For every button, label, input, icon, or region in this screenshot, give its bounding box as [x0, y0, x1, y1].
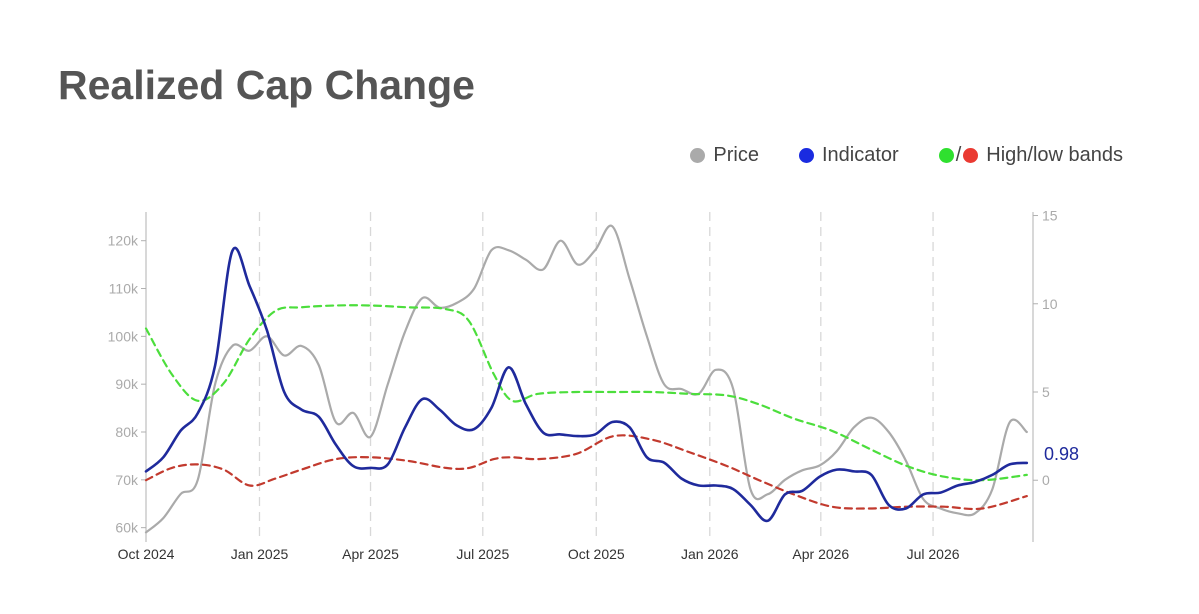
x-tick-label: Jan 2026 [681, 546, 739, 562]
high-band-dot-icon [938, 148, 954, 163]
low-band-line [144, 434, 1028, 511]
x-tick-label: Jul 2025 [456, 546, 509, 562]
y-right-tick-label: 0 [1042, 472, 1050, 488]
indicator-series-line [144, 246, 1029, 523]
y-right-tick-label: 5 [1042, 384, 1050, 400]
chart-title: Realized Cap Change [58, 62, 475, 108]
legend-label-indicator: Indicator [821, 144, 899, 166]
last-value-label: 0.98 [1044, 444, 1079, 464]
x-tick-label: Apr 2026 [792, 546, 849, 562]
legend-item-indicator[interactable]: Indicator [798, 144, 899, 167]
y-right-tick-label: 10 [1042, 296, 1058, 312]
x-tick-label: Oct 2025 [568, 546, 625, 562]
legend-bands-separator: / [955, 144, 962, 166]
legend-label-price: Price [713, 144, 759, 166]
x-tick-label: Jul 2026 [907, 546, 960, 562]
legend-item-price[interactable]: Price [690, 144, 759, 167]
y-left-tick-label: 80k [115, 424, 139, 440]
axes: Oct 2024 Jan 2025 Apr 2025 Jul 2025 Oct 2025… [108, 208, 1058, 562]
series-layer [144, 224, 1029, 534]
chart-legend: Price Indicator / High/low bands [650, 144, 1123, 167]
price-series-line [144, 224, 1028, 534]
x-tick-label: Jan 2025 [231, 546, 289, 562]
x-tick-label: Oct 2024 [118, 546, 175, 562]
y-left-tick-label: 70k [115, 472, 139, 488]
low-band-dot-icon [963, 148, 979, 163]
y-left-tick-label: 100k [108, 328, 139, 344]
y-left-tick-label: 60k [115, 520, 139, 536]
indicator-dot-icon [798, 148, 814, 163]
y-left-tick-label: 110k [109, 281, 139, 297]
grid-lines [258, 212, 934, 542]
legend-item-bands[interactable]: / High/low bands [938, 144, 1123, 167]
y-left-tick-label: 90k [115, 376, 139, 392]
y-right-tick-label: 15 [1042, 208, 1058, 224]
price-dot-icon [690, 148, 706, 163]
x-tick-label: Apr 2025 [342, 546, 399, 562]
high-band-line [144, 304, 1028, 482]
y-left-tick-label: 120k [108, 233, 139, 249]
legend-label-bands: High/low bands [986, 144, 1123, 166]
